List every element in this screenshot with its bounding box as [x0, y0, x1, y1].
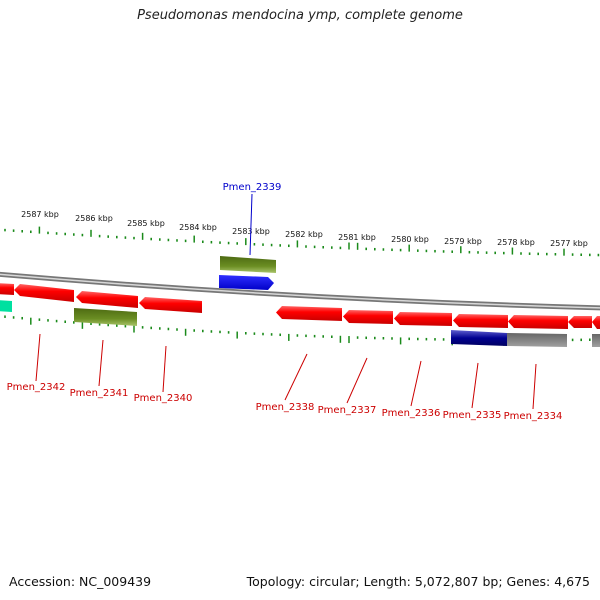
gene-arrow[interactable]	[453, 314, 508, 328]
leader-line	[284, 353, 308, 401]
gene-block[interactable]	[451, 330, 507, 346]
scale-label: 2579 kbp	[444, 237, 482, 246]
gene-label[interactable]: Pmen_2334	[504, 411, 563, 422]
leader-line	[532, 363, 537, 410]
leader-line	[471, 362, 479, 409]
gene-label[interactable]: Pmen_2338	[256, 402, 315, 413]
scale-label: 2577 kbp	[550, 239, 588, 248]
gene-arrow[interactable]	[0, 283, 14, 295]
scale-label: 2578 kbp	[497, 238, 535, 247]
gene-label[interactable]: Pmen_2337	[318, 405, 377, 416]
gene-arrow[interactable]	[276, 306, 342, 321]
label-leader-lines	[35, 193, 537, 410]
gene-arrow[interactable]	[219, 275, 274, 290]
gene-block[interactable]	[0, 300, 12, 312]
scale-label: 2584 kbp	[179, 223, 217, 232]
scale-label: 2587 kbp	[21, 210, 59, 219]
scale-label: 2586 kbp	[75, 214, 113, 223]
gene-arrow[interactable]	[508, 315, 568, 329]
genome-summary-text: Topology: circular; Length: 5,072,807 bp…	[246, 574, 590, 589]
map-title: Pseudomonas mendocina ymp, complete geno…	[137, 8, 463, 23]
gene-arrow[interactable]	[394, 312, 452, 326]
gene-label[interactable]: Pmen_2340	[134, 393, 193, 404]
gene-label[interactable]: Pmen_2342	[7, 382, 66, 393]
gene-arrow[interactable]	[592, 316, 600, 329]
leader-line	[346, 357, 368, 404]
scale-label: 2582 kbp	[285, 230, 323, 239]
leader-line	[249, 193, 253, 256]
gene-labels: Pmen_2339 Pmen_2342 Pmen_2341 Pmen_2340 Pmen…	[7, 182, 563, 422]
gene-features	[0, 256, 600, 347]
leader-line	[35, 333, 41, 382]
leader-line	[410, 360, 422, 407]
scale-label: 2580 kbp	[391, 235, 429, 244]
gene-label[interactable]: Pmen_2336	[382, 408, 441, 419]
gene-arrow[interactable]	[76, 291, 138, 308]
leader-line	[98, 339, 104, 387]
gene-block[interactable]	[220, 256, 276, 273]
leader-line	[162, 345, 167, 393]
gene-label[interactable]: Pmen_2335	[443, 410, 502, 421]
gene-block[interactable]	[507, 333, 567, 347]
scale-label: 2581 kbp	[338, 233, 376, 242]
gene-arrow[interactable]	[14, 284, 74, 302]
gene-label[interactable]: Pmen_2341	[70, 388, 129, 399]
gene-label[interactable]: Pmen_2339	[223, 182, 282, 193]
gene-block[interactable]	[74, 308, 137, 326]
scale-label: 2585 kbp	[127, 219, 165, 228]
gene-arrow[interactable]	[139, 297, 202, 313]
gene-arrow[interactable]	[343, 310, 393, 324]
accession-text: Accession: NC_009439	[9, 574, 152, 589]
gene-block[interactable]	[592, 334, 600, 347]
genome-backbone-highlight	[0, 273, 600, 309]
gene-arrow[interactable]	[568, 316, 592, 328]
scale-ticks-top	[4, 226, 600, 257]
